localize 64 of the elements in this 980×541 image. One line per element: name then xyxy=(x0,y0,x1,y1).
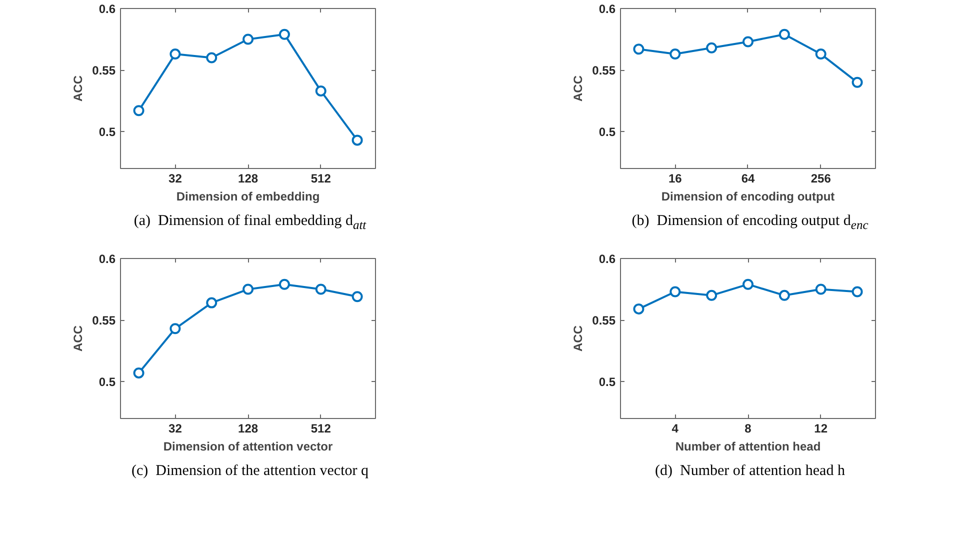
point xyxy=(242,34,254,45)
x-axis-title: Dimension of encoding output xyxy=(661,190,835,204)
point xyxy=(352,134,363,146)
x-tick-label: 32 xyxy=(168,172,182,186)
y-tick-label: 0.5 xyxy=(98,375,116,390)
point xyxy=(633,44,644,55)
point xyxy=(670,286,681,298)
point xyxy=(633,303,644,314)
point xyxy=(278,28,290,40)
x-tick-label: 256 xyxy=(810,172,832,186)
point xyxy=(315,85,326,96)
point xyxy=(133,105,144,116)
point xyxy=(242,284,254,295)
y-tick-label: 0.6 xyxy=(598,2,616,16)
y-axis-title: ACC xyxy=(571,75,586,102)
point xyxy=(206,297,218,308)
y-tick-label: 0.55 xyxy=(592,314,616,328)
x-tick-label: 12 xyxy=(814,422,828,436)
x-tick-label: 16 xyxy=(668,172,682,186)
point xyxy=(278,278,290,290)
y-tick-label: 0.5 xyxy=(598,125,616,140)
point xyxy=(778,28,790,40)
text: (c) Dimension of the attention vector q xyxy=(131,462,368,481)
y-tick-label: 0.55 xyxy=(92,64,116,78)
x-axis-title: Number of attention head xyxy=(675,440,821,454)
point xyxy=(133,367,144,378)
point xyxy=(170,323,181,334)
point xyxy=(315,284,326,295)
x-axis-title: Dimension of embedding xyxy=(176,190,320,204)
point xyxy=(815,284,826,295)
y-tick-label: 0.6 xyxy=(598,252,616,266)
x-tick-label: 512 xyxy=(310,422,332,436)
y-tick-label: 0.5 xyxy=(98,125,116,140)
point xyxy=(706,290,718,301)
text: (b) Dimension of encoding output d$_{enc}$ xyxy=(632,212,868,234)
point xyxy=(742,36,754,48)
x-tick-label: 4 xyxy=(672,422,679,436)
point xyxy=(170,48,181,60)
x-tick-label: 512 xyxy=(310,172,332,186)
text: (d) Number of attention head h xyxy=(655,462,845,481)
y-axis-title: ACC xyxy=(71,325,86,352)
y-tick-label: 0.55 xyxy=(592,64,616,78)
x-tick-label: 8 xyxy=(744,422,752,436)
y-tick-label: 0.6 xyxy=(98,252,116,266)
point xyxy=(352,291,363,302)
point xyxy=(206,52,218,64)
point xyxy=(815,48,826,60)
x-tick-label: 64 xyxy=(741,172,755,186)
y-tick-label: 0.55 xyxy=(92,314,116,328)
text: (a) Dimension of final embedding d$_{att}$ xyxy=(134,212,366,234)
y-axis-title: ACC xyxy=(71,75,86,102)
y-tick-label: 0.5 xyxy=(598,375,616,390)
x-axis-title: Dimension of attention vector xyxy=(163,440,334,454)
x-tick-label: 32 xyxy=(168,422,182,436)
point xyxy=(778,290,790,301)
y-axis-title: ACC xyxy=(571,325,586,352)
point xyxy=(852,76,863,88)
x-tick-label: 128 xyxy=(238,172,258,186)
point xyxy=(706,42,718,54)
x-tick-label: 128 xyxy=(238,422,258,436)
point xyxy=(670,48,681,60)
point xyxy=(742,278,754,290)
point xyxy=(852,286,863,298)
y-tick-label: 0.6 xyxy=(98,2,116,16)
